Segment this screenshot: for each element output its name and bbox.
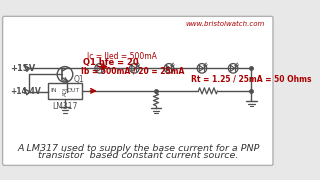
Text: Q1 hfe = 20: Q1 hfe = 20 [83, 58, 139, 68]
Text: Ib = 500mA / 20 = 25mA: Ib = 500mA / 20 = 25mA [82, 66, 185, 75]
Text: A LM317 used to supply the base current for a PNP: A LM317 used to supply the base current … [18, 144, 260, 153]
Text: Ic = Iled = 500mA: Ic = Iled = 500mA [87, 52, 156, 61]
Text: transistor  based constant current source.: transistor based constant current source… [38, 151, 239, 160]
Text: +15V: +15V [10, 64, 36, 73]
Text: OUT: OUT [66, 88, 80, 93]
FancyBboxPatch shape [3, 16, 273, 165]
Bar [48, 83, 82, 99]
Text: ADJ: ADJ [62, 86, 68, 96]
Text: LM317: LM317 [52, 102, 78, 111]
Text: +14.4V: +14.4V [10, 87, 41, 96]
Text: IN: IN [50, 88, 57, 93]
Text: www.bristolwatch.com: www.bristolwatch.com [185, 21, 264, 27]
Text: Q1: Q1 [74, 75, 84, 84]
Text: Rt = 1.25 / 25mA = 50 Ohms: Rt = 1.25 / 25mA = 50 Ohms [191, 74, 311, 83]
